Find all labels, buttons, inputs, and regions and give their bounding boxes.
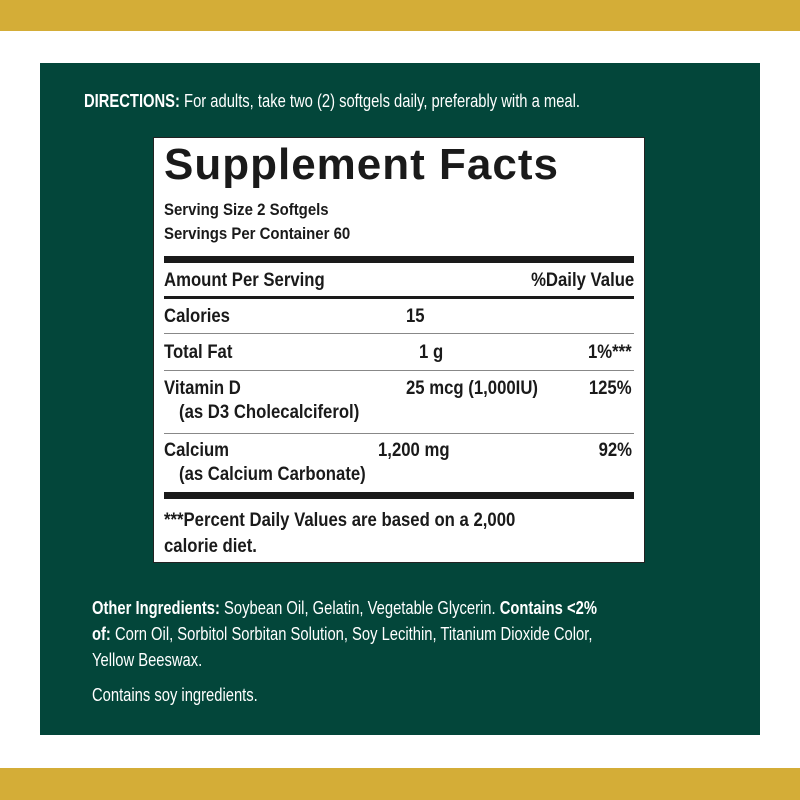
row-calcium-sub: (as Calcium Carbonate) (179, 464, 366, 485)
thick-rule (164, 256, 634, 263)
header-daily-value: %Daily Value (530, 270, 634, 291)
medium-rule (164, 296, 634, 299)
ingredients-text-2: Corn Oil, Sorbitol Sorbitan Solution, So… (114, 624, 593, 644)
header-amount: Amount Per Serving (164, 270, 325, 291)
row-calcium-name: Calcium (164, 440, 230, 461)
supplement-facts-panel: Supplement Facts Serving Size 2 Softgels… (153, 137, 645, 563)
serving-size: Serving Size 2 Softgels (164, 200, 329, 219)
facts-title: Supplement Facts (164, 140, 559, 189)
row-vitd-sub: (as D3 Cholecalciferol) (179, 402, 360, 423)
row-calcium-amount: 1,200 mg (378, 440, 450, 461)
bottom-gold-band (0, 768, 800, 800)
row-calcium-dv: 92% (598, 440, 632, 461)
footnote-line-1: ***Percent Daily Values are based on a 2… (164, 510, 516, 531)
contains-label-of: of: (92, 624, 111, 644)
thin-rule (164, 333, 634, 334)
directions: DIRECTIONS: For adults, take two (2) sof… (84, 91, 580, 112)
directions-label: DIRECTIONS: (84, 91, 180, 111)
allergen-statement: Contains soy ingredients. (92, 685, 258, 705)
contains-label: Contains <2% (499, 598, 597, 618)
row-calories-amount: 15 (406, 306, 425, 327)
footnote-line-2: calorie diet. (164, 536, 257, 557)
row-calories-name: Calories (164, 306, 230, 327)
ingredients-line-1: Other Ingredients: Soybean Oil, Gelatin,… (92, 598, 597, 619)
row-fat-name: Total Fat (164, 342, 233, 363)
thick-rule (164, 492, 634, 499)
ingredients-line-3: Yellow Beeswax. (92, 650, 203, 670)
servings-per-container: Servings Per Container 60 (164, 224, 351, 243)
ingredients-line-2: of: Corn Oil, Sorbitol Sorbitan Solution… (92, 624, 592, 645)
row-vitd-name: Vitamin D (164, 378, 241, 399)
ingredients-text-1: Soybean Oil, Gelatin, Vegetable Glycerin… (224, 598, 496, 618)
row-fat-dv: 1%*** (588, 342, 632, 363)
row-vitd-amount: 25 mcg (1,000IU) (406, 378, 538, 399)
thin-rule (164, 370, 634, 371)
thin-rule (164, 433, 634, 434)
row-fat-amount: 1 g (419, 342, 444, 363)
directions-text: For adults, take two (2) softgels daily,… (184, 91, 581, 111)
row-vitd-dv: 125% (589, 378, 632, 399)
top-gold-band (0, 0, 800, 31)
ingredients-label: Other Ingredients: (92, 598, 220, 618)
